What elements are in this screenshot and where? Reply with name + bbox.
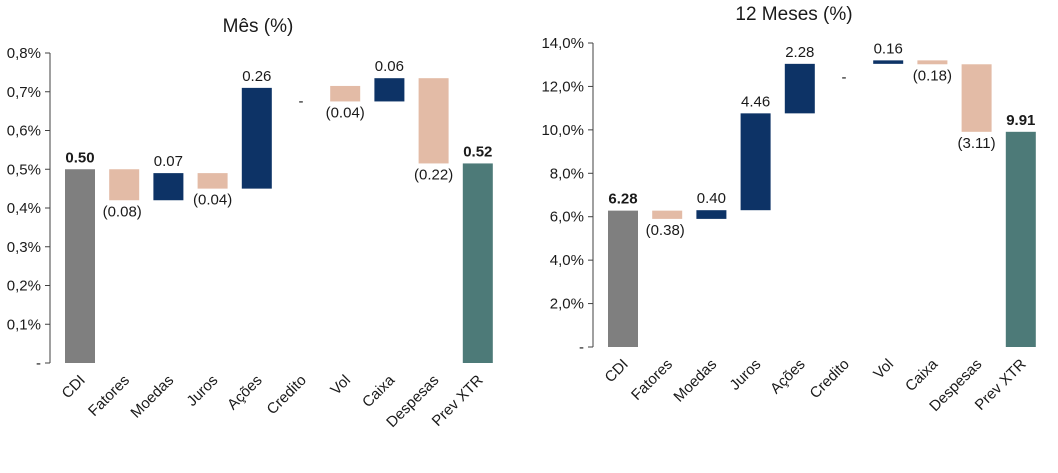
- month-bar-ações: [241, 87, 272, 189]
- month-y-tick-label: 0,4%: [7, 200, 41, 217]
- month-bar-cdi: [65, 169, 95, 363]
- month-bar-caixa: [374, 78, 405, 102]
- month-bar-vol: [330, 85, 361, 102]
- month-category-label: CDI: [59, 372, 89, 402]
- month-y-tick-label: 0,5%: [7, 161, 41, 178]
- chart-month-data-labels: 0.50 (0.08) 0.07 (0.04) 0.26 - (0.04) 0.06 (0.22…: [65, 58, 492, 220]
- month-category-label: Fatores: [85, 372, 133, 420]
- month-category-label: Vol: [327, 372, 354, 399]
- month-data-label: 0.50: [65, 149, 94, 166]
- month-category-label: Juros: [183, 372, 221, 410]
- month-y-tick-label: 0,2%: [7, 278, 41, 295]
- month-data-label: 0.06: [375, 58, 404, 75]
- chart-month-axis: - 0,1% 0,2% 0,3% 0,4% 0,5% 0,6% 0,7% 0,8%: [7, 45, 51, 372]
- month-y-tick-label: 0,3%: [7, 239, 41, 256]
- month-data-label: -: [299, 93, 304, 110]
- month-bar-juros: [197, 173, 228, 189]
- month-category-label: Ações: [224, 372, 266, 414]
- month-data-label: 0.52: [463, 143, 492, 160]
- month-data-label: (0.08): [103, 203, 142, 220]
- month-bar-despesas: [418, 78, 449, 164]
- month-category-label: Credito: [264, 372, 310, 418]
- month-y-tick-label: -: [36, 355, 41, 372]
- month-category-label: Caixa: [359, 371, 399, 411]
- month-y-tick-label: 0,7%: [7, 84, 41, 101]
- month-bar-prev-xtr: [462, 163, 493, 363]
- month-data-label: (0.04): [193, 192, 232, 209]
- month-y-tick-label: 0,1%: [7, 316, 41, 333]
- month-category-label: Moedas: [127, 372, 177, 422]
- month-bar-fatores: [109, 169, 140, 201]
- chart-month-title: Mês (%): [223, 16, 294, 37]
- month-data-label: 0.07: [154, 153, 183, 170]
- month-y-tick-label: 0,8%: [7, 45, 41, 62]
- month-y-tick-label: 0,6%: [7, 123, 41, 140]
- month-data-label: 0.26: [242, 68, 271, 85]
- chart-month-bars: [65, 78, 493, 363]
- month-bar-moedas: [153, 173, 184, 201]
- month-data-label: (0.04): [326, 104, 365, 121]
- month-data-label: (0.22): [414, 166, 453, 183]
